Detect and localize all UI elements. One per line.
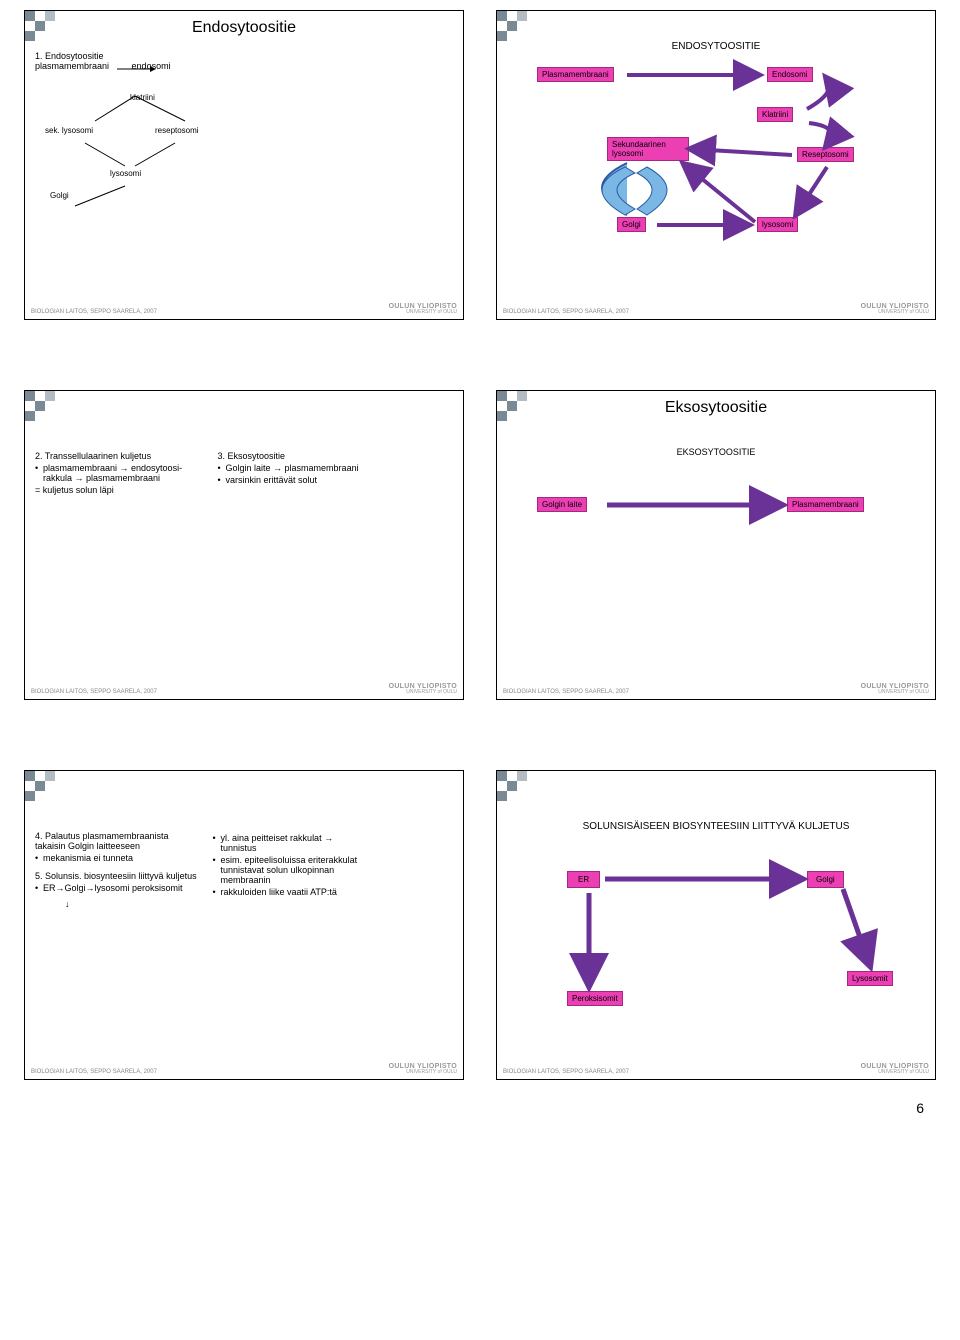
text: reseptosomi	[155, 126, 199, 135]
corner-deco	[25, 11, 65, 51]
slide-6: SOLUNSISÄISEEN BIOSYNTEESIIN LIITTYVÄ KU…	[496, 770, 936, 1080]
corner-deco	[497, 771, 537, 811]
logo: OULUN YLIOPISTO UNIVERSITY of OULU	[389, 683, 457, 695]
diagram-arrows	[507, 821, 927, 1041]
slide-content: EKSOSYTOOSITIE Golgin laite Plasmamembra…	[507, 447, 925, 675]
slide-content: Plasmamembraani Endosomi Klatriini Sekun…	[507, 67, 925, 295]
slide-content: 2. Transsellulaarinen kuljetus plasmamem…	[35, 451, 453, 675]
footer-text: BIOLOGIAN LAITOS, SEPPO SAARELA, 2007	[31, 1069, 157, 1075]
bullet: ER→Golgi→lysosomi peroksisomit	[35, 883, 200, 893]
footer-text: BIOLOGIAN LAITOS, SEPPO SAARELA, 2007	[503, 309, 629, 315]
footer-text: BIOLOGIAN LAITOS, SEPPO SAARELA, 2007	[503, 1069, 629, 1075]
bullet: plasmamembraani → endosytoosi-rakkula → …	[35, 463, 205, 483]
text: klatriini	[130, 93, 155, 102]
corner-deco	[497, 11, 537, 51]
bullet: rakkuloiden liike vaatii ATP:tä	[213, 887, 368, 897]
bullet: esim. epiteelisoluissa eriterakkulat tun…	[213, 855, 368, 885]
text: lysosomi	[110, 169, 141, 178]
diagram-lines	[35, 51, 455, 251]
footer-text: BIOLOGIAN LAITOS, SEPPO SAARELA, 2007	[31, 309, 157, 315]
bullet: yl. aina peitteiset rakkulat → tunnistus	[213, 833, 368, 853]
text: 2. Transsellulaarinen kuljetus	[35, 451, 205, 461]
logo: OULUN YLIOPISTO UNIVERSITY of OULU	[389, 303, 457, 315]
slide-1: Endosytoositie 1. Endosytoositie plasmam…	[24, 10, 464, 320]
diagram-arrows	[507, 447, 927, 627]
footer-text: BIOLOGIAN LAITOS, SEPPO SAARELA, 2007	[503, 689, 629, 695]
logo: OULUN YLIOPISTO UNIVERSITY of OULU	[861, 1063, 929, 1075]
bullet: varsinkin erittävät solut	[218, 475, 368, 485]
text: 5. Solunsis. biosynteesiin liittyvä kulj…	[35, 871, 200, 881]
slide-content: 4. Palautus plasmamembraanista takaisin …	[35, 831, 453, 1055]
text: 3. Eksosytoositie	[218, 451, 368, 461]
footer-text: BIOLOGIAN LAITOS, SEPPO SAARELA, 2007	[31, 689, 157, 695]
slide-title: Endosytoositie	[25, 19, 463, 37]
logo: OULUN YLIOPISTO UNIVERSITY of OULU	[861, 683, 929, 695]
slide-content: 1. Endosytoositie plasmamembraani endoso…	[35, 51, 453, 295]
bullet: mekanismia ei tunneta	[35, 853, 200, 863]
slide-4: Eksosytoositie EKSOSYTOOSITIE Golgin lai…	[496, 390, 936, 700]
corner-deco	[25, 391, 65, 431]
diagram-arrows	[507, 67, 927, 277]
corner-deco	[25, 771, 65, 811]
slide-title: Eksosytoositie	[497, 399, 935, 417]
logo: OULUN YLIOPISTO UNIVERSITY of OULU	[389, 1063, 457, 1075]
corner-deco	[497, 391, 537, 431]
slide-2: ENDOSYTOOSITIE Plasmamembraani Endosomi …	[496, 10, 936, 320]
text: = kuljetus solun läpi	[35, 485, 205, 495]
text: sek. lysosomi	[45, 126, 93, 135]
arrow-down: ↓	[65, 899, 200, 909]
page-number: 6	[0, 1090, 960, 1136]
text: 4. Palautus plasmamembraanista takaisin …	[35, 831, 200, 851]
slide-3: 2. Transsellulaarinen kuljetus plasmamem…	[24, 390, 464, 700]
logo: OULUN YLIOPISTO UNIVERSITY of OULU	[861, 303, 929, 315]
text: Golgi	[50, 191, 69, 200]
slide-content: SOLUNSISÄISEEN BIOSYNTEESIIN LIITTYVÄ KU…	[507, 821, 925, 1055]
slide-5: 4. Palautus plasmamembraanista takaisin …	[24, 770, 464, 1080]
slide-subtitle: ENDOSYTOOSITIE	[497, 41, 935, 52]
bullet: Golgin laite → plasmamembraani	[218, 463, 368, 473]
